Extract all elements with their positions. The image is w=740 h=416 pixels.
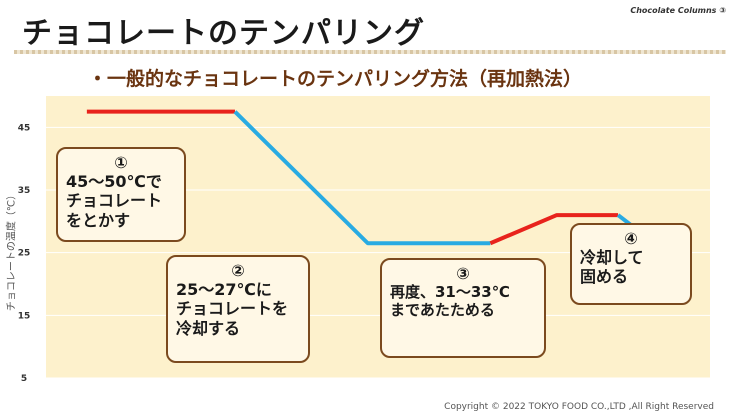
- step-2-number: ②: [231, 261, 245, 280]
- copyright-text: Copyright © 2022 TOKYO FOOD CO.,LTD ,All…: [444, 402, 714, 412]
- step-2-callout: ② 25～27℃に チョコレートを 冷却する: [166, 255, 310, 363]
- page-title: チョコレートのテンパリング: [22, 16, 425, 51]
- y-axis-label-text: チョコレートの温度（℃）: [6, 189, 18, 312]
- step-3-callout: ③ 再度、31～33℃ まであたためる: [380, 258, 546, 358]
- y-tick-label: 45: [18, 123, 31, 133]
- y-tick-label: 35: [18, 186, 31, 196]
- temperature-line-segment-2: [233, 110, 491, 246]
- step-1-text: 45～50℃で チョコレート をとかす: [66, 172, 163, 230]
- y-tick-label: 15: [18, 311, 31, 321]
- step-2-text: 25～27℃に チョコレートを 冷却する: [176, 280, 289, 338]
- title-divider: [14, 50, 726, 54]
- step-1-callout: ① 45～50℃で チョコレート をとかす: [56, 147, 186, 242]
- brand-label: Chocolate Columns ③: [630, 6, 726, 15]
- step-3-text: 再度、31～33℃ まであたためる: [390, 283, 510, 320]
- step-4-callout: ④ 冷却して 固める: [570, 223, 692, 305]
- step-3-number: ③: [456, 264, 470, 283]
- y-tick-label: 25: [18, 249, 31, 259]
- step-4-text: 冷却して 固める: [580, 248, 644, 287]
- y-tick-label: 5: [21, 374, 27, 384]
- temperature-line-segment-3: [489, 213, 619, 246]
- step-1-number: ①: [114, 153, 128, 172]
- chart-subtitle: ・一般的なチョコレートのテンパリング方法（再加熱法）: [88, 68, 583, 90]
- step-4-number: ④: [624, 229, 638, 248]
